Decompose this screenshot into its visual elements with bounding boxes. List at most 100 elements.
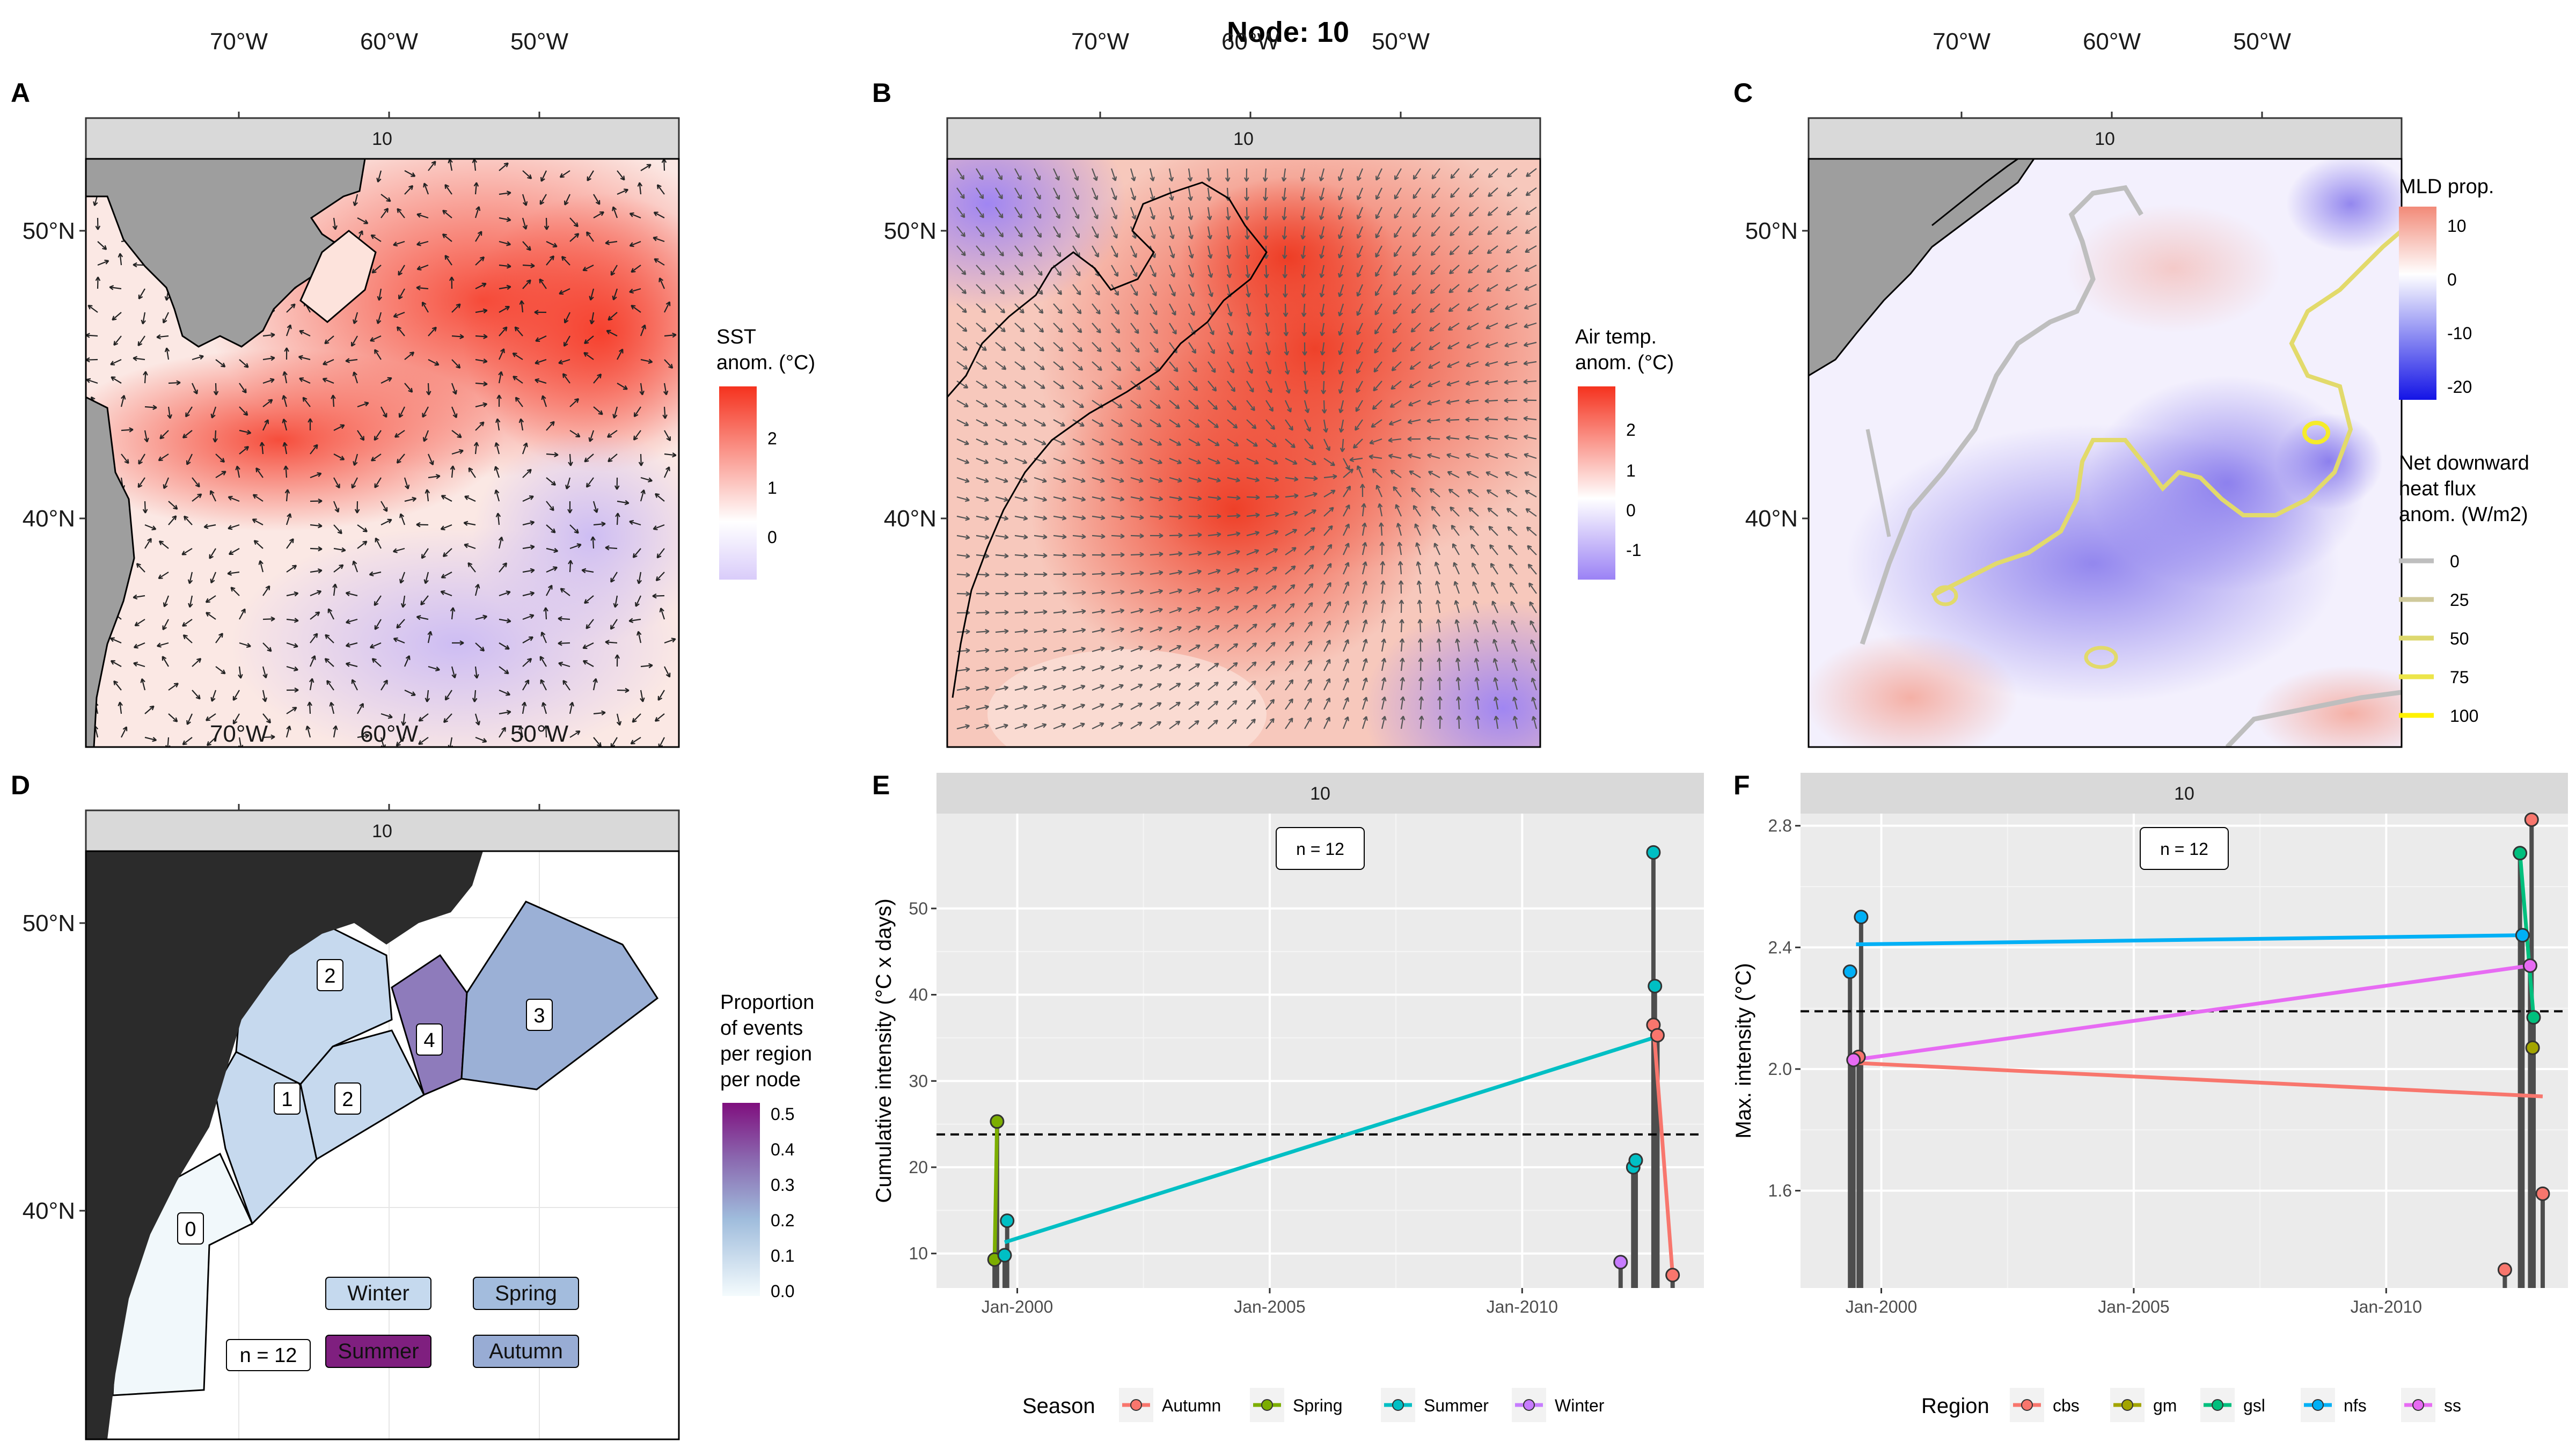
season-box-autumn (473, 1335, 579, 1368)
legend-title-d-4: per node (720, 1069, 801, 1091)
flux-level-4: 100 (2450, 706, 2478, 726)
legend-colorbar-c (2399, 207, 2436, 400)
legend-title-f: Region (1921, 1394, 1989, 1418)
e-trend-summer (1004, 1036, 1654, 1245)
season-label-winter: Winter (347, 1282, 409, 1305)
flux-contour-0 (1860, 185, 2143, 645)
f-point-ss-0 (1846, 1052, 1861, 1067)
legend-tick-b-m1: -1 (1626, 540, 1641, 560)
ylabel-e: Cumulative intensity (°C x days) (872, 898, 896, 1203)
map-c-lon-tick-1: 60°W (2083, 28, 2141, 55)
legend-tick-b-1: 1 (1626, 461, 1636, 480)
e-legend-label-spring: Spring (1293, 1396, 1343, 1415)
wind-arrows-b (956, 168, 1538, 730)
legend-tick-d-3: 0.2 (771, 1211, 794, 1230)
strip-label-f: 10 (2174, 784, 2194, 804)
legend-colorbar-d (722, 1103, 760, 1296)
f-point-gm-0 (2525, 1040, 2540, 1055)
region-label-2: 2 (342, 1088, 353, 1111)
e-point-winter-0 (1613, 1255, 1628, 1270)
legend-title-d-3: per region (720, 1043, 812, 1065)
e-point-autumn-1 (1650, 1028, 1665, 1043)
map-c-lon-tick-2: 50°W (2233, 28, 2292, 55)
panel-letter-a: A (11, 78, 30, 108)
e-xtick-1: Jan-2005 (1234, 1297, 1305, 1316)
f-trend-ss (1853, 963, 2530, 1062)
panel-e: 10 10 20 30 40 50 Jan-2000 Jan-2005 Jan-2010 n =… (872, 773, 1704, 1422)
f-point-cbs-1 (2524, 812, 2539, 827)
legend-tick-d-4: 0.1 (771, 1246, 794, 1265)
flux-level-3: 75 (2450, 668, 2469, 687)
strip-label-a: 10 (372, 129, 392, 149)
legend-title-e: Season (1022, 1394, 1095, 1418)
season-label-summer: Summer (338, 1340, 419, 1363)
region-label-5: 4 (423, 1029, 435, 1052)
map-b-lon-tick-0: 70°W (1071, 28, 1130, 55)
e-point-summer-4 (1646, 845, 1661, 860)
plot-bg-e (936, 814, 1704, 1288)
f-trend-nfs (1856, 933, 2523, 947)
map-c-lat-tick-1: 40°N (1745, 506, 1798, 532)
f-ytick-2: 2.4 (1768, 938, 1792, 957)
e-point-summer-0 (1000, 1213, 1015, 1228)
legend-colorbar-b (1578, 386, 1615, 580)
map-b-lon-tick-2: 50°W (1372, 28, 1430, 55)
map-d-lon-tick-1: 60°W (360, 721, 419, 747)
legend-tick-d-2: 0.3 (771, 1175, 794, 1195)
strip-label-e: 10 (1310, 784, 1330, 804)
legend-tick-a-1: 1 (767, 478, 777, 497)
legend-title-d-2: of events (720, 1017, 803, 1040)
legend-title-a-1: SST (716, 326, 756, 348)
region-label-3: 2 (324, 965, 335, 987)
n-label-d: n = 12 (240, 1344, 297, 1367)
flux-level-2: 50 (2450, 629, 2469, 648)
flux-title-2: heat flux (2399, 478, 2476, 500)
f-legend-label-nfs: nfs (2344, 1396, 2367, 1415)
region-3 (460, 901, 659, 1091)
panel-letter-e: E (872, 770, 890, 800)
f-point-cbs-2 (2535, 1186, 2550, 1201)
season-box-winter (325, 1277, 431, 1310)
flux-level-1: 25 (2450, 590, 2469, 610)
legend-tick-d-5: 0.0 (771, 1282, 794, 1301)
e-trend-autumn (1651, 1024, 1675, 1276)
legend-tick-a-0: 0 (767, 528, 777, 547)
f-point-ss-1 (2522, 958, 2537, 973)
season-label-spring: Spring (495, 1282, 557, 1305)
legend-tick-a-2: 2 (767, 429, 777, 448)
map-d-lon-tick-0: 70°W (210, 721, 268, 747)
f-trend-cbs (1856, 1061, 2543, 1099)
f-point-cbs-0 (2497, 1262, 2512, 1277)
f-xtick-0: Jan-2000 (1846, 1297, 1917, 1316)
map-d-lon-tick-2: 50°W (510, 721, 569, 747)
figure-title: Node: 10 (1227, 16, 1349, 48)
e-xtick-0: Jan-2000 (982, 1297, 1053, 1316)
strip-label-b: 10 (1233, 129, 1254, 149)
season-label-autumn: Autumn (489, 1340, 563, 1363)
legend-tick-c-0: 0 (2447, 270, 2457, 289)
strip-label-c: 10 (2095, 129, 2115, 149)
f-point-nfs-2 (2515, 928, 2530, 943)
panel-letter-f: F (1733, 770, 1750, 800)
legend-title-b-2: anom. (°C) (1575, 352, 1674, 374)
panel-a: 10 70°W 60°W 50°W50°N40°N SST anom. (°C) 2… (23, 28, 815, 748)
legend-colorbar-a (719, 386, 757, 580)
panel-letter-d: D (11, 770, 30, 800)
legend-title-c: MLD prop. (2399, 175, 2494, 198)
map-d-lat-tick-1: 40°N (23, 1198, 75, 1224)
e-legend-label-winter: Winter (1555, 1396, 1605, 1415)
e-ytick-0: 10 (909, 1244, 928, 1263)
legend-title-d-1: Proportion (720, 991, 814, 1014)
e-legend-label-summer: Summer (1424, 1396, 1489, 1415)
f-xtick-2: Jan-2010 (2351, 1297, 2422, 1316)
f-point-nfs-0 (1842, 964, 1857, 979)
legend-title-b-1: Air temp. (1575, 326, 1657, 348)
panel-b: 10 70°W 60°W 50°W50°N40°N Air temp. anom. … (884, 28, 1674, 748)
map-a-lon-tick-1: 60°W (360, 28, 419, 55)
map-a-lon-tick-2: 50°W (510, 28, 569, 55)
e-n-label: n = 12 (1296, 839, 1344, 859)
e-point-summer-5 (1648, 978, 1663, 993)
legend-tick-d-0: 0.5 (771, 1104, 794, 1124)
legend-tick-d-1: 0.4 (771, 1140, 794, 1159)
